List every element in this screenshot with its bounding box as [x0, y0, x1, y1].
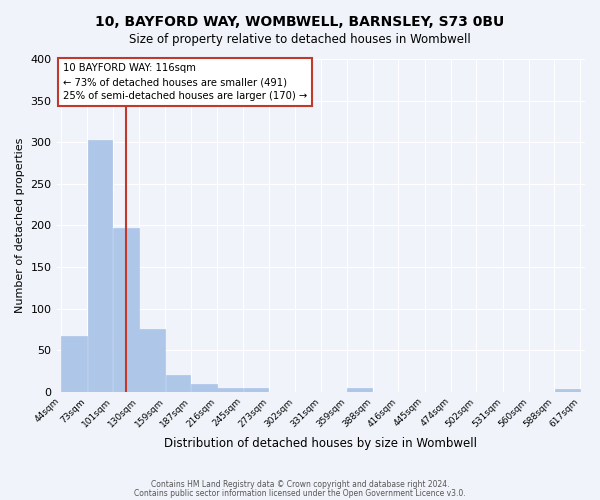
- Text: 10, BAYFORD WAY, WOMBWELL, BARNSLEY, S73 0BU: 10, BAYFORD WAY, WOMBWELL, BARNSLEY, S73…: [95, 15, 505, 29]
- Text: Size of property relative to detached houses in Wombwell: Size of property relative to detached ho…: [129, 32, 471, 46]
- Bar: [61, 336, 87, 392]
- Bar: [113, 228, 139, 392]
- Text: Contains public sector information licensed under the Open Government Licence v3: Contains public sector information licen…: [134, 488, 466, 498]
- X-axis label: Distribution of detached houses by size in Wombwell: Distribution of detached houses by size …: [164, 437, 477, 450]
- Bar: [139, 328, 165, 392]
- Bar: [217, 388, 243, 392]
- Text: 10 BAYFORD WAY: 116sqm
← 73% of detached houses are smaller (491)
25% of semi-de: 10 BAYFORD WAY: 116sqm ← 73% of detached…: [63, 63, 307, 101]
- Bar: [244, 388, 268, 392]
- Bar: [166, 375, 190, 392]
- Text: Contains HM Land Registry data © Crown copyright and database right 2024.: Contains HM Land Registry data © Crown c…: [151, 480, 449, 489]
- Bar: [347, 388, 373, 392]
- Y-axis label: Number of detached properties: Number of detached properties: [15, 138, 25, 313]
- Bar: [554, 389, 580, 392]
- Bar: [88, 140, 112, 392]
- Bar: [191, 384, 217, 392]
